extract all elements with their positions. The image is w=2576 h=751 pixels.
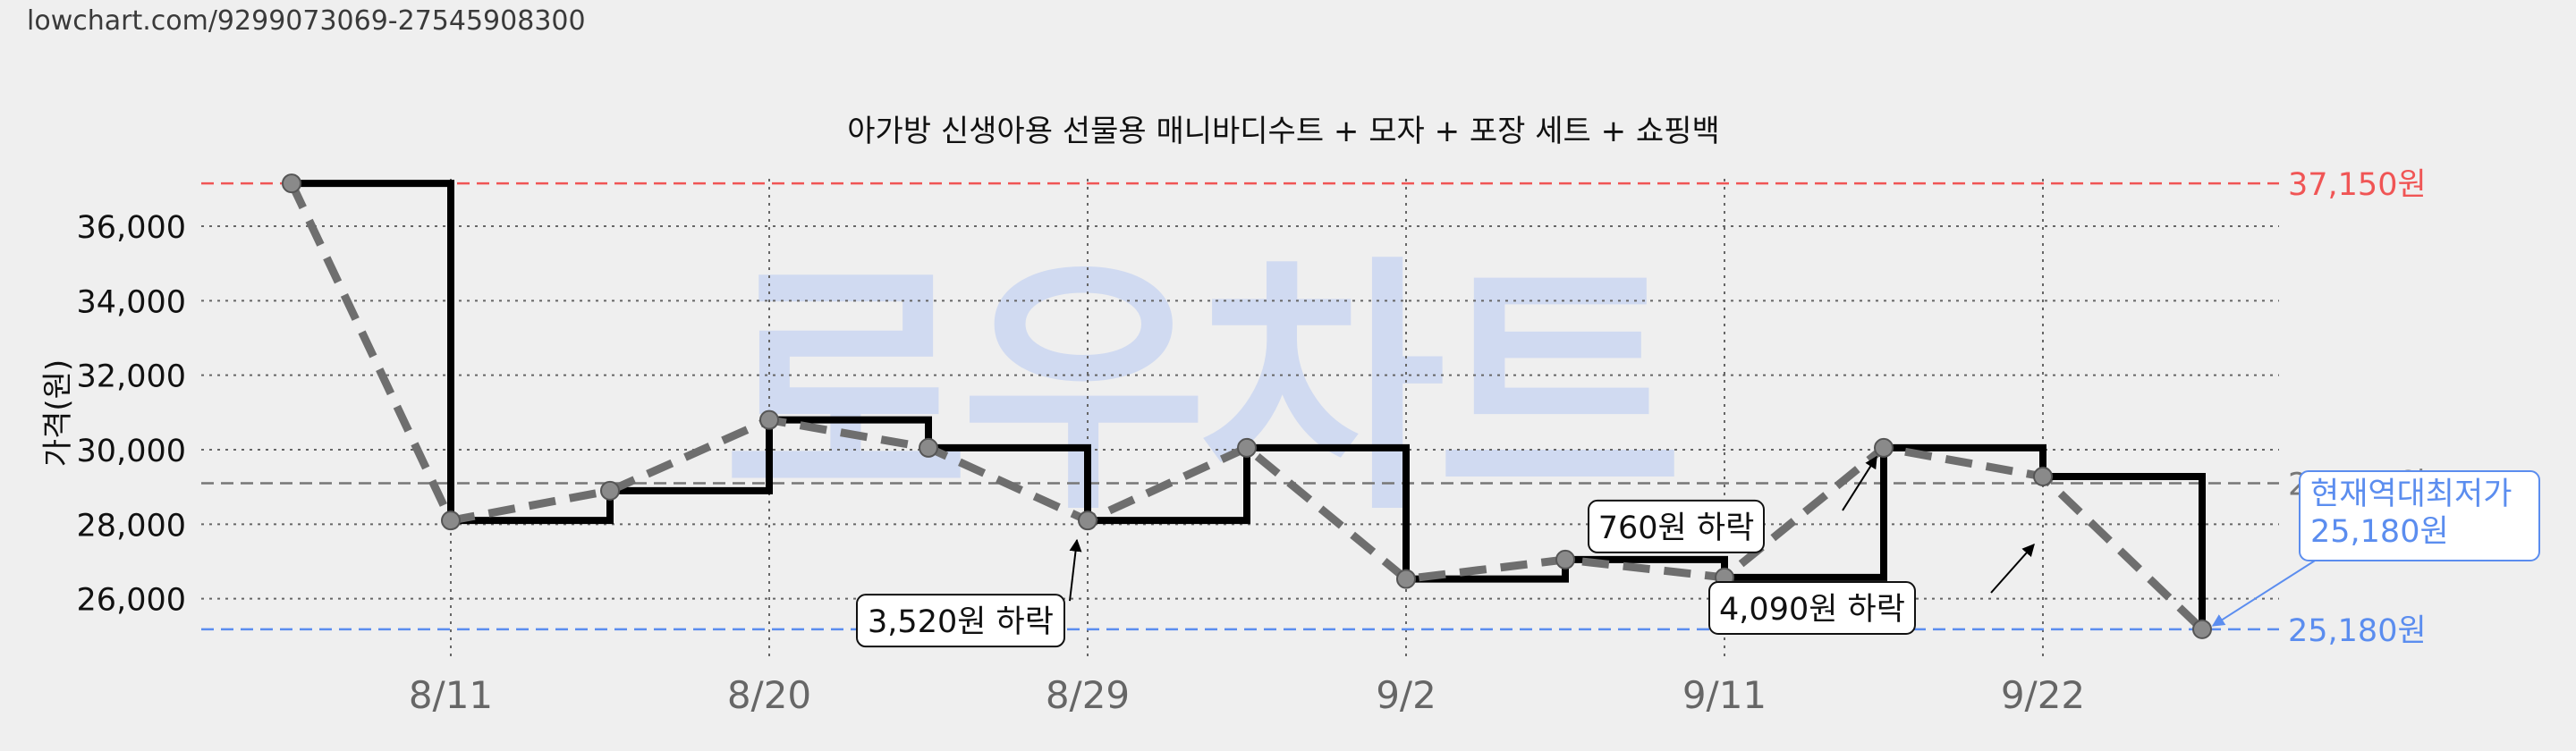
data-point <box>1555 549 1575 570</box>
data-point <box>1078 511 1097 531</box>
x-tick-label: 9/11 <box>1682 673 1767 717</box>
data-point <box>1237 437 1257 458</box>
y-tick-label: 32,000 <box>77 359 186 395</box>
y-tick-label: 28,000 <box>77 508 186 544</box>
data-point <box>441 511 461 531</box>
annotation-arrow <box>1069 538 1082 602</box>
data-point <box>2033 467 2053 486</box>
y-axis: 26,000 28,000 30,000 32,000 34,000 36,000 <box>77 210 186 619</box>
annotations: 3,520원 하락 760원 하락 4,090원 하락 <box>856 455 2035 648</box>
x-tick-label: 8/11 <box>409 673 493 717</box>
annotation-label: 4,090원 하락 <box>1719 592 1905 628</box>
watermark: 로우차트 <box>723 234 1675 546</box>
y-tick-label: 36,000 <box>77 210 186 246</box>
x-tick-label: 8/29 <box>1046 673 1130 717</box>
annotation-box <box>1708 581 1916 635</box>
data-point <box>600 480 620 501</box>
y-tick-label: 26,000 <box>77 583 186 619</box>
reference-label: 37,150원 <box>2288 167 2427 203</box>
source-url: lowchart.com/9299073069-27545908300 <box>27 5 586 37</box>
data-point <box>282 173 301 194</box>
y-axis-label: 가격(원) <box>40 359 76 467</box>
annotation-box <box>856 594 1065 648</box>
callout-value: 25,180원 <box>2310 514 2449 550</box>
annotation-label: 760원 하락 <box>1598 511 1755 546</box>
y-tick-label: 34,000 <box>77 284 186 320</box>
series <box>282 173 2212 639</box>
x-tick-label: 9/2 <box>1376 673 1436 717</box>
callout-box <box>2299 470 2540 561</box>
reference-label: 25,180원 <box>2288 613 2427 649</box>
x-tick-label: 8/20 <box>727 673 811 717</box>
callout-title: 현재역대최저가 <box>2310 477 2512 512</box>
annotation-arrow <box>1990 543 2035 594</box>
y-tick-label: 30,000 <box>77 434 186 469</box>
chart-title: 아가방 신생아용 선물용 매니바디수트 + 모자 + 포장 세트 + 쇼핑백 <box>847 114 1720 149</box>
annotation-label: 3,520원 하락 <box>868 604 1054 640</box>
callout-arrow <box>2211 555 2323 627</box>
annotation-box <box>1588 499 1765 553</box>
data-point <box>759 409 779 430</box>
x-tick-label: 9/22 <box>2001 673 2085 717</box>
data-point <box>919 437 938 458</box>
annotation-arrow <box>1842 455 1877 511</box>
x-axis: 8/11 8/20 8/29 9/2 9/11 9/22 <box>409 673 2085 717</box>
data-point <box>1396 569 1416 589</box>
data-point <box>1874 437 1894 458</box>
data-point <box>2192 619 2212 639</box>
